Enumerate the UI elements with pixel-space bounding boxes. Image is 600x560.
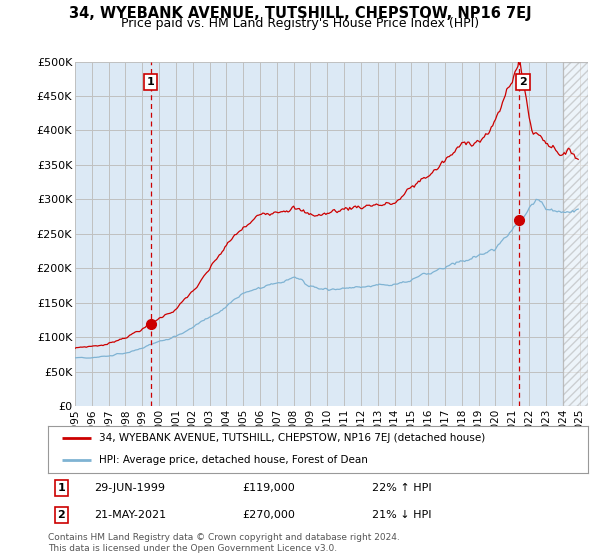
Bar <box>563 62 588 406</box>
Text: 34, WYEBANK AVENUE, TUTSHILL, CHEPSTOW, NP16 7EJ (detached house): 34, WYEBANK AVENUE, TUTSHILL, CHEPSTOW, … <box>100 433 485 444</box>
Text: 21% ↓ HPI: 21% ↓ HPI <box>372 510 431 520</box>
Text: 2: 2 <box>58 510 65 520</box>
Text: Contains HM Land Registry data © Crown copyright and database right 2024.
This d: Contains HM Land Registry data © Crown c… <box>48 533 400 553</box>
Text: 1: 1 <box>146 77 154 87</box>
Text: £119,000: £119,000 <box>242 483 295 493</box>
Text: 29-JUN-1999: 29-JUN-1999 <box>94 483 165 493</box>
Text: £270,000: £270,000 <box>242 510 295 520</box>
Text: 1: 1 <box>58 483 65 493</box>
Text: 22% ↑ HPI: 22% ↑ HPI <box>372 483 431 493</box>
Text: 2: 2 <box>519 77 527 87</box>
Text: 21-MAY-2021: 21-MAY-2021 <box>94 510 166 520</box>
Text: Price paid vs. HM Land Registry's House Price Index (HPI): Price paid vs. HM Land Registry's House … <box>121 17 479 30</box>
Text: 34, WYEBANK AVENUE, TUTSHILL, CHEPSTOW, NP16 7EJ: 34, WYEBANK AVENUE, TUTSHILL, CHEPSTOW, … <box>68 6 532 21</box>
Text: HPI: Average price, detached house, Forest of Dean: HPI: Average price, detached house, Fore… <box>100 455 368 465</box>
